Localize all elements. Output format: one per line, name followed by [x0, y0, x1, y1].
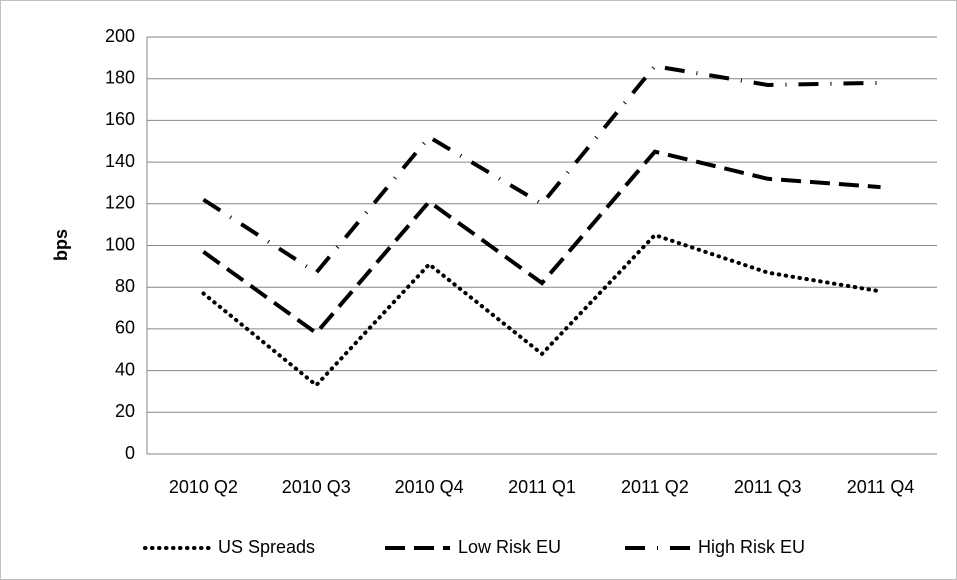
y-tick-label: 20 [115, 401, 135, 421]
y-tick-label: 80 [115, 276, 135, 296]
y-tick-label: 160 [105, 109, 135, 129]
series-line [202, 64, 881, 276]
y-tick-label: 140 [105, 151, 135, 171]
x-tick-label: 2010 Q3 [282, 477, 351, 497]
x-tick-label: 2010 Q2 [169, 477, 238, 497]
y-tick-label: 60 [115, 318, 135, 338]
x-tick-label: 2011 Q1 [508, 477, 576, 497]
x-tick-label: 2011 Q2 [621, 477, 689, 497]
y-tick-label: 200 [105, 26, 135, 46]
y-tick-label: 180 [105, 67, 135, 87]
y-tick-label: 0 [125, 443, 135, 463]
y-tick-label: 100 [105, 234, 135, 254]
legend-label: US Spreads [218, 537, 315, 557]
x-tick-label: 2010 Q4 [395, 477, 464, 497]
legend-label: Low Risk EU [458, 537, 561, 557]
series-line [202, 149, 881, 336]
series-line [201, 232, 883, 388]
x-tick-label: 2011 Q3 [734, 477, 802, 497]
y-axis-label: bps [51, 229, 71, 261]
legend-label: High Risk EU [698, 537, 805, 557]
x-tick-label: 2011 Q4 [847, 477, 915, 497]
y-tick-label: 40 [115, 359, 135, 379]
y-tick-label: 120 [105, 193, 135, 213]
